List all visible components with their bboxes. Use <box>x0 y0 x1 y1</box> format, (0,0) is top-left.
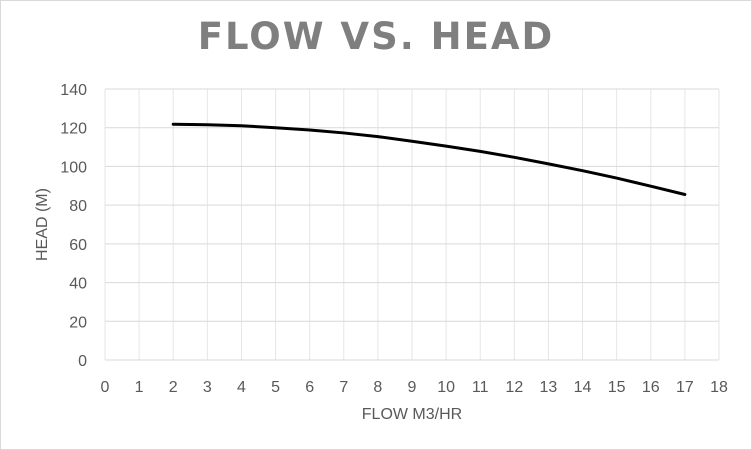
y-tick-label: 120 <box>60 121 87 138</box>
x-tick-label: 2 <box>169 379 178 396</box>
x-axis-label: FLOW M3/HR <box>362 406 462 423</box>
x-tick-label: 1 <box>135 379 144 396</box>
x-tick-label: 8 <box>373 379 382 396</box>
x-tick-label: 13 <box>540 379 558 396</box>
x-tick-label: 11 <box>472 379 489 396</box>
series-line <box>171 122 687 196</box>
x-tick-label: 7 <box>339 379 348 396</box>
x-tick-label: 15 <box>608 379 626 396</box>
y-tick-label: 0 <box>78 353 87 370</box>
y-tick-label: 100 <box>60 159 87 176</box>
x-tick-label: 5 <box>271 379 280 396</box>
y-tick-label: 40 <box>69 276 87 293</box>
y-tick-label: 60 <box>69 237 87 254</box>
y-tick-label: 140 <box>60 82 87 99</box>
x-tick-label: 6 <box>305 379 314 396</box>
y-tick-label: 80 <box>69 198 87 215</box>
x-tick-label: 9 <box>408 379 417 396</box>
x-tick-label: 16 <box>642 379 660 396</box>
x-tick-label: 17 <box>676 379 694 396</box>
x-tick-label: 10 <box>437 379 455 396</box>
x-tick-label: 14 <box>574 379 592 396</box>
x-tick-label: 18 <box>710 379 728 396</box>
x-tick-label: 12 <box>505 379 523 396</box>
x-tick-label: 4 <box>237 379 246 396</box>
x-tick-label: 3 <box>203 379 212 396</box>
y-tick-label: 20 <box>69 314 87 331</box>
y-axis-label: HEAD (M) <box>34 188 51 261</box>
x-tick-label: 0 <box>101 379 110 396</box>
chart-title: FLOW VS. HEAD <box>197 15 555 58</box>
